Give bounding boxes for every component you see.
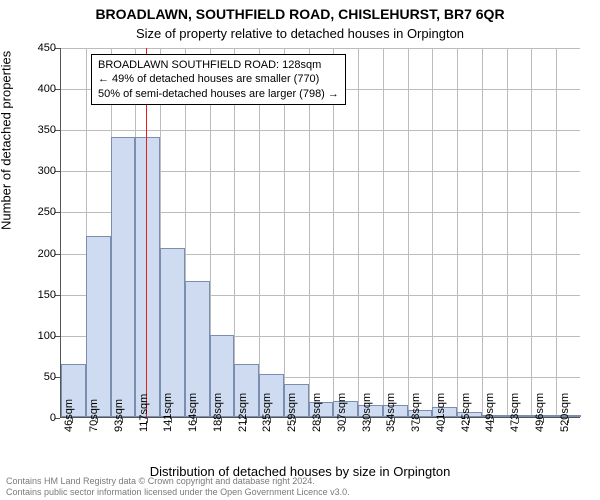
ytick-label: 100 xyxy=(16,330,56,342)
chart-subtitle: Size of property relative to detached ho… xyxy=(0,26,600,41)
gridline-v xyxy=(358,48,359,417)
plot-area: BROADLAWN SOUTHFIELD ROAD: 128sqm ← 49% … xyxy=(60,48,580,418)
annotation-line-2: ← 49% of detached houses are smaller (77… xyxy=(98,72,339,86)
histogram-bar xyxy=(160,248,185,417)
footer-line-2: Contains public sector information licen… xyxy=(6,487,350,498)
ytick-label: 250 xyxy=(16,206,56,218)
ytick-label: 450 xyxy=(16,42,56,54)
annotation-line-1: BROADLAWN SOUTHFIELD ROAD: 128sqm xyxy=(98,58,339,72)
ytick-label: 150 xyxy=(16,289,56,301)
gridline-v xyxy=(408,48,409,417)
annotation-box: BROADLAWN SOUTHFIELD ROAD: 128sqm ← 49% … xyxy=(91,54,346,105)
gridline-v xyxy=(383,48,384,417)
footer-line-1: Contains HM Land Registry data © Crown c… xyxy=(6,476,350,487)
gridline-h xyxy=(61,48,580,49)
annotation-line-3: 50% of semi-detached houses are larger (… xyxy=(98,87,339,101)
y-axis-label: Number of detached properties xyxy=(0,51,14,230)
chart-title: BROADLAWN, SOUTHFIELD ROAD, CHISLEHURST,… xyxy=(0,6,600,22)
histogram-bar xyxy=(86,236,111,417)
gridline-v xyxy=(482,48,483,417)
gridline-v xyxy=(507,48,508,417)
histogram-bar xyxy=(135,137,160,417)
gridline-v xyxy=(531,48,532,417)
ytick-label: 350 xyxy=(16,124,56,136)
ytick-label: 0 xyxy=(16,412,56,424)
ytick-label: 50 xyxy=(16,371,56,383)
gridline-v xyxy=(457,48,458,417)
ytick-label: 200 xyxy=(16,248,56,260)
footer-attribution: Contains HM Land Registry data © Crown c… xyxy=(6,476,350,498)
gridline-h xyxy=(61,130,580,131)
histogram-bar xyxy=(111,137,136,417)
gridline-v xyxy=(432,48,433,417)
ytick-label: 300 xyxy=(16,165,56,177)
chart-container: { "chart": { "type": "histogram", "title… xyxy=(0,0,600,500)
ytick-label: 400 xyxy=(16,83,56,95)
gridline-v xyxy=(556,48,557,417)
